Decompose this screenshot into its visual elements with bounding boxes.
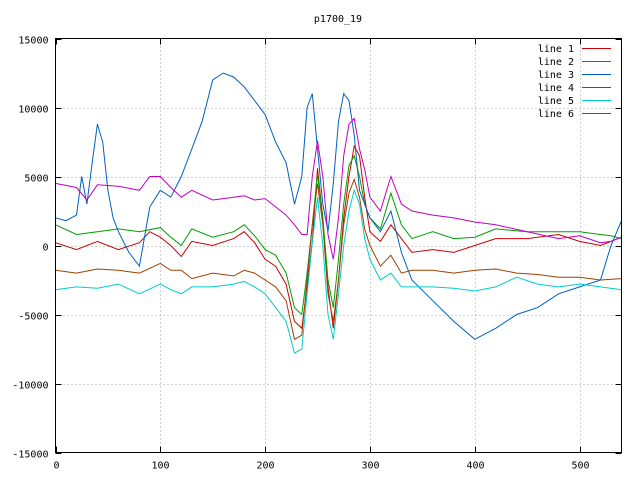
x-axis-ticks: 0 100 200 300 400 500 — [53, 38, 590, 472]
x-tick-label: 200 — [256, 461, 274, 472]
y-tick-label: 15000 — [18, 36, 48, 47]
x-tick-label: 500 — [571, 461, 589, 472]
x-tick-label: 400 — [466, 461, 484, 472]
y-tick-label: -5000 — [18, 312, 48, 323]
legend: line 1 line 2 line 3 line 4 line 5 line 6 — [538, 44, 611, 120]
y-tick-label: 5000 — [24, 174, 48, 185]
series-line-6 — [55, 177, 622, 341]
y-tick-label: 10000 — [18, 105, 48, 116]
grid — [55, 38, 622, 453]
series-line-2 — [55, 154, 622, 316]
legend-label: line 4 — [538, 83, 574, 94]
series-line-4 — [55, 117, 622, 260]
legend-label: line 6 — [538, 109, 574, 120]
x-tick-label: 100 — [151, 461, 169, 472]
x-tick-label: 0 — [53, 461, 59, 472]
y-axis-ticks: -15000 -10000 -5000 0 5000 10000 15000 — [12, 36, 622, 461]
legend-label: line 1 — [538, 44, 574, 55]
legend-label: line 5 — [538, 96, 574, 107]
series-line-5 — [55, 188, 622, 354]
plot-frame — [55, 38, 622, 453]
chart-title: p1700_19 — [314, 14, 362, 25]
legend-label: line 3 — [538, 70, 574, 81]
series-line-1 — [55, 144, 622, 330]
legend-label: line 2 — [538, 57, 574, 68]
series-lines — [55, 72, 622, 354]
x-tick-label: 300 — [361, 461, 379, 472]
y-tick-label: -10000 — [12, 381, 48, 392]
series-line-3 — [55, 72, 622, 340]
y-tick-label: 0 — [42, 243, 48, 254]
y-tick-label: -15000 — [12, 450, 48, 461]
